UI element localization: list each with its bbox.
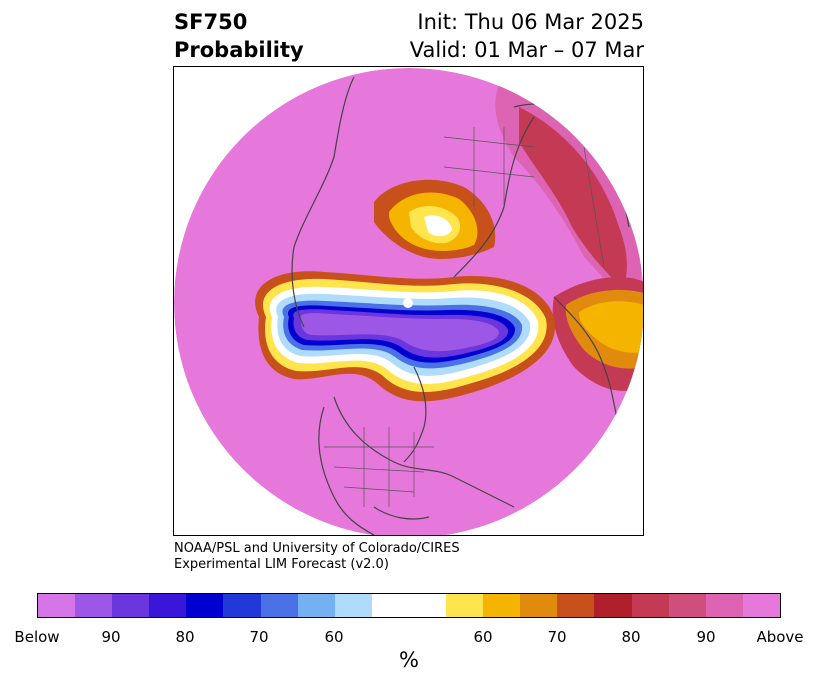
colorbar-segment xyxy=(446,594,484,617)
valid-range: Valid: 01 Mar – 07 Mar xyxy=(409,38,644,62)
map-title: SF750 Probability xyxy=(174,8,304,64)
colorbar-segment xyxy=(557,594,595,617)
colorbar-segment xyxy=(705,594,743,617)
colorbar-segment xyxy=(223,594,261,617)
credit-line-2: Experimental LIM Forecast (v2.0) xyxy=(174,557,389,572)
probability-colorbar xyxy=(37,593,781,618)
colorbar-tick-above-60: 60 xyxy=(473,628,493,646)
colorbar-segment xyxy=(297,594,335,617)
colorbar-segment xyxy=(594,594,632,617)
colorbar-segment xyxy=(408,594,447,617)
colorbar-segment xyxy=(668,594,706,617)
title-variable: SF750 xyxy=(174,10,248,34)
colorbar-segment xyxy=(38,594,76,617)
colorbar-tick-below-70: 70 xyxy=(249,628,269,646)
colorbar-tick-below: Below xyxy=(14,628,60,646)
colorbar-tick-below-60: 60 xyxy=(324,628,344,646)
colorbar-segment xyxy=(742,594,780,617)
credit: NOAA/PSL and University of Colorado/CIRE… xyxy=(174,541,460,573)
colorbar-segment xyxy=(149,594,187,617)
borders xyxy=(324,127,605,507)
polar-map xyxy=(173,66,644,536)
credit-line-1: NOAA/PSL and University of Colorado/CIRE… xyxy=(174,541,460,556)
forecast-dates: Init: Thu 06 Mar 2025 Valid: 01 Mar – 07… xyxy=(410,8,644,64)
below-anomaly-band xyxy=(255,271,556,402)
colorbar-segment xyxy=(260,594,298,617)
colorbar-segment xyxy=(186,594,224,617)
colorbar-unit: % xyxy=(399,648,419,672)
colorbar-tick-above-70: 70 xyxy=(547,628,567,646)
colorbar-segment xyxy=(631,594,669,617)
north-pole-marker xyxy=(403,298,413,308)
init-date: Init: Thu 06 Mar 2025 xyxy=(417,10,644,34)
colorbar-segment xyxy=(334,594,372,617)
colorbar-segment xyxy=(75,594,113,617)
colorbar-tick-above-80: 80 xyxy=(621,628,641,646)
colorbar-segment xyxy=(483,594,521,617)
colorbar-segment xyxy=(520,594,558,617)
colorbar-tick-below-90: 90 xyxy=(101,628,121,646)
colorbar-segment xyxy=(371,594,409,617)
title-metric: Probability xyxy=(174,38,304,62)
colorbar-segment xyxy=(112,594,150,617)
colorbar-tick-above: Above xyxy=(756,628,804,646)
colorbar-tick-above-90: 90 xyxy=(696,628,716,646)
probability-map-svg xyxy=(174,67,643,535)
above-anomaly-east xyxy=(552,277,643,391)
colorbar-tick-below-80: 80 xyxy=(175,628,195,646)
